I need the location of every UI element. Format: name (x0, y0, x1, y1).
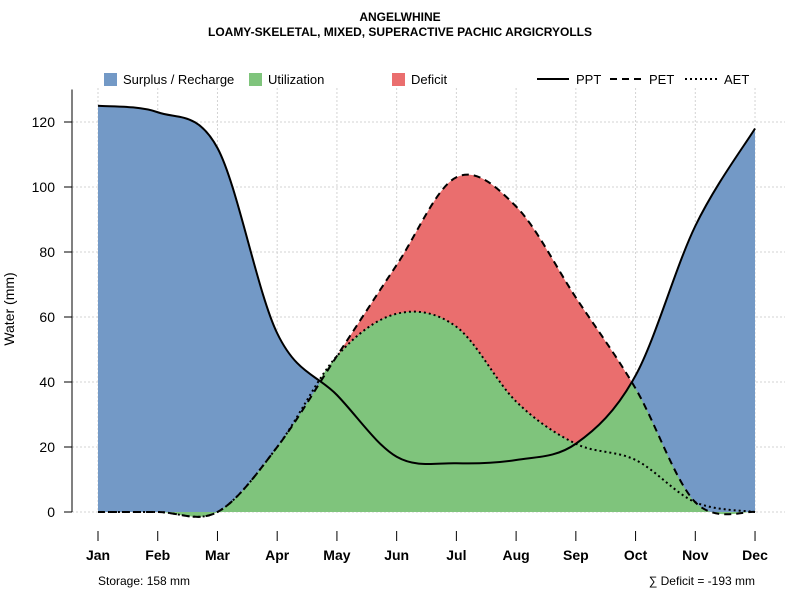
legend-item-utilization: Utilization (249, 71, 324, 87)
y-tick-label: 0 (47, 504, 55, 520)
areas (98, 105, 756, 517)
x-tick-label: Aug (503, 547, 530, 563)
storage-label: Storage: 158 mm (98, 574, 191, 588)
legend-label-surplus: Surplus / Recharge (123, 71, 235, 87)
deficit-total-label: ∑ Deficit = -193 mm (648, 574, 755, 588)
utilization-area (98, 311, 756, 465)
axes: 0 20 40 60 80 100 120 Jan Feb Mar Apr May Jun Jul Aug S… (1, 89, 768, 563)
legend-item-aet: AET (685, 71, 749, 87)
legend-label-ppt: PPT (576, 71, 602, 87)
surplus-area (98, 105, 756, 512)
legend-label-deficit: Deficit (411, 71, 448, 87)
y-axis-label: Water (mm) (1, 272, 17, 345)
pet-line (97, 173, 756, 518)
x-tick-label: Oct (624, 547, 648, 563)
legend-label-pet: PET (649, 71, 675, 87)
x-tick-label: Nov (682, 547, 709, 563)
aet-line-key (685, 78, 717, 80)
series-lines (97, 104, 756, 518)
y-tick-label: 120 (32, 114, 56, 130)
legend-item-pet: PET (610, 71, 674, 87)
ppt-line (97, 104, 756, 466)
y-tick-label: 20 (39, 439, 55, 455)
aet-line (97, 310, 756, 518)
deficit-swatch (392, 72, 405, 86)
surplus-swatch (104, 72, 117, 86)
x-tick-label: Mar (205, 547, 230, 563)
legend-label-utilization: Utilization (268, 71, 325, 87)
utilization-swatch (249, 72, 262, 86)
legend-item-ppt: PPT (537, 71, 601, 87)
x-tick-label: Apr (265, 547, 290, 563)
y-tick-label: 100 (32, 179, 56, 195)
legend-label-aet: AET (724, 71, 750, 87)
ppt-line-key (537, 78, 569, 80)
pet-line-key (610, 78, 642, 80)
x-tick-label: Feb (145, 547, 170, 563)
y-tick-label: 40 (39, 374, 55, 390)
x-tick-label: Dec (742, 547, 768, 563)
chart-subtitle: LOAMY-SKELETAL, MIXED, SUPERACTIVE PACHI… (207, 25, 593, 39)
legend-item-deficit: Deficit (392, 71, 447, 87)
y-tick-label: 80 (39, 244, 55, 260)
chart-title: ANGELWHINE (359, 10, 441, 24)
x-tick-label: Jun (384, 547, 409, 563)
legend-item-surplus: Surplus / Recharge (104, 71, 234, 87)
x-tick-label: Jul (446, 547, 466, 563)
x-tick-label: May (323, 547, 350, 563)
x-tick-label: Jan (86, 547, 110, 563)
x-tick-label: Sep (563, 547, 589, 563)
y-tick-label: 60 (39, 309, 55, 325)
